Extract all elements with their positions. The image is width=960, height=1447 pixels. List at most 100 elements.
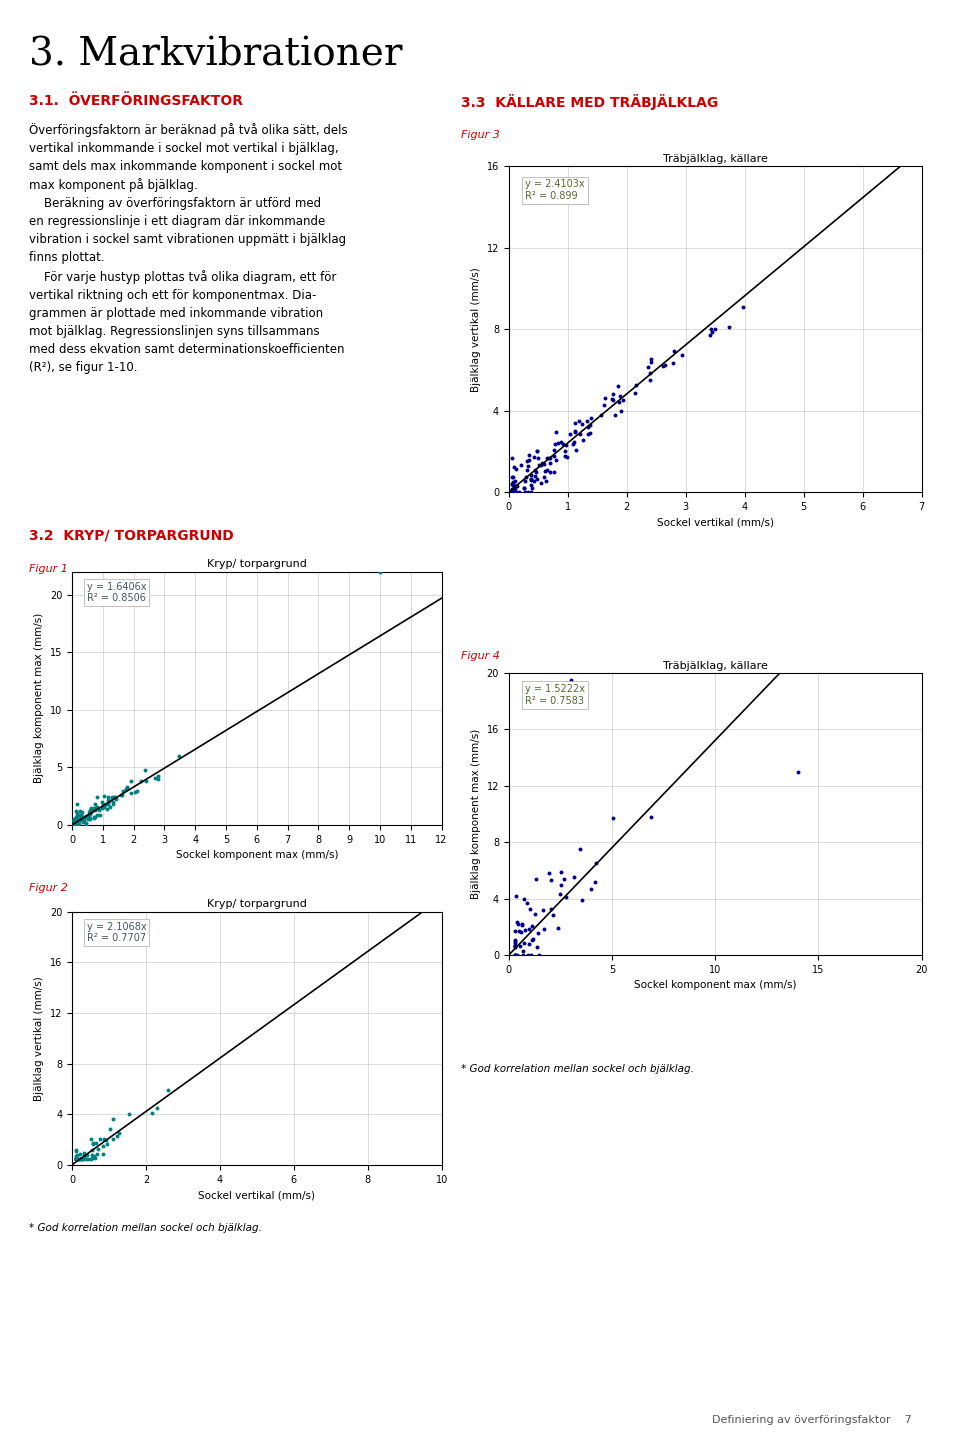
- Point: [70, 805, 85, 828]
- Point: [66, 812, 82, 835]
- Point: [68, 1147, 84, 1171]
- Point: [102, 796, 117, 819]
- Point: [504, 479, 519, 502]
- Point: [66, 809, 82, 832]
- Point: [545, 903, 561, 926]
- Point: [608, 404, 623, 427]
- Point: [171, 744, 186, 767]
- Point: [120, 776, 135, 799]
- Point: [66, 813, 82, 836]
- Point: [105, 786, 120, 809]
- Text: 3.1.  ÖVERFÖRINGSFAKTOR: 3.1. ÖVERFÖRINGSFAKTOR: [29, 94, 243, 109]
- Point: [656, 355, 671, 378]
- Point: [68, 1139, 84, 1162]
- Point: [87, 806, 103, 829]
- Point: [89, 1143, 105, 1166]
- Point: [597, 386, 612, 410]
- Point: [516, 932, 532, 955]
- Title: Träbjälklag, källare: Träbjälklag, källare: [662, 155, 768, 165]
- Point: [81, 1147, 96, 1171]
- Point: [71, 809, 86, 832]
- Point: [95, 796, 110, 819]
- Point: [73, 1147, 88, 1171]
- Text: y = 1.6406x
R² = 0.8506: y = 1.6406x R² = 0.8506: [86, 582, 146, 603]
- Point: [558, 433, 573, 456]
- Point: [66, 812, 82, 835]
- Point: [704, 317, 719, 340]
- Text: 3. Markvibrationer: 3. Markvibrationer: [29, 36, 402, 74]
- Point: [546, 460, 562, 483]
- Point: [66, 813, 82, 836]
- Point: [86, 796, 102, 819]
- Point: [74, 806, 89, 829]
- Point: [572, 836, 588, 860]
- Point: [74, 806, 89, 829]
- Point: [68, 813, 84, 836]
- Point: [507, 933, 522, 956]
- Point: [68, 1147, 84, 1171]
- Point: [519, 459, 535, 482]
- Point: [73, 803, 88, 826]
- Point: [510, 475, 525, 498]
- Point: [83, 807, 98, 831]
- Text: y = 2.4103x
R² = 0.899: y = 2.4103x R² = 0.899: [525, 179, 585, 201]
- Point: [504, 480, 519, 504]
- Point: [66, 813, 82, 836]
- Point: [550, 431, 565, 454]
- Point: [540, 459, 555, 482]
- Point: [548, 449, 564, 472]
- Point: [533, 453, 548, 476]
- Point: [565, 433, 581, 456]
- Point: [542, 451, 558, 475]
- Point: [507, 456, 522, 479]
- Point: [151, 764, 166, 787]
- Point: [68, 800, 84, 823]
- Point: [82, 800, 97, 823]
- Point: [103, 1117, 118, 1140]
- Point: [101, 786, 116, 809]
- Point: [127, 781, 142, 805]
- Point: [68, 1147, 84, 1171]
- Point: [91, 799, 107, 822]
- Point: [524, 915, 540, 938]
- Point: [66, 809, 82, 832]
- Point: [529, 440, 544, 463]
- Point: [605, 807, 620, 831]
- Point: [85, 1133, 101, 1156]
- Text: 3.2  KRYP/ TORPARGRUND: 3.2 KRYP/ TORPARGRUND: [29, 528, 233, 543]
- Point: [506, 480, 521, 504]
- Point: [581, 423, 596, 446]
- Point: [93, 803, 108, 826]
- Text: * God korrelation mellan sockel och bjälklag.: * God korrelation mellan sockel och bjäl…: [29, 1223, 262, 1233]
- Point: [99, 1133, 114, 1156]
- Point: [542, 446, 558, 469]
- Point: [512, 919, 527, 942]
- Point: [151, 768, 166, 792]
- Point: [506, 480, 521, 504]
- Text: Överföringsfaktorn är beräknad på två olika sätt, dels
vertikal inkommande i soc: Överföringsfaktorn är beräknad på två ol…: [29, 123, 348, 373]
- Point: [68, 1147, 84, 1171]
- Point: [88, 797, 104, 820]
- Text: 3.3  KÄLLARE MED TRÄBJÄLKLAG: 3.3 KÄLLARE MED TRÄBJÄLKLAG: [461, 94, 718, 110]
- Point: [574, 888, 589, 912]
- Text: Figur 3: Figur 3: [461, 130, 499, 140]
- Point: [528, 901, 543, 925]
- Point: [72, 800, 87, 823]
- Point: [516, 887, 532, 910]
- Point: [504, 480, 519, 504]
- Point: [584, 877, 599, 900]
- Point: [138, 770, 154, 793]
- Point: [527, 469, 542, 492]
- Point: [73, 807, 88, 831]
- X-axis label: Sockel vertikal (mm/s): Sockel vertikal (mm/s): [657, 517, 774, 527]
- Point: [550, 916, 565, 939]
- Point: [66, 813, 82, 836]
- Text: Figur 4: Figur 4: [461, 651, 499, 661]
- Point: [558, 440, 573, 463]
- Point: [69, 809, 84, 832]
- Point: [79, 813, 94, 836]
- Point: [97, 784, 112, 807]
- Point: [66, 813, 82, 836]
- Point: [606, 388, 621, 411]
- Point: [160, 1078, 176, 1101]
